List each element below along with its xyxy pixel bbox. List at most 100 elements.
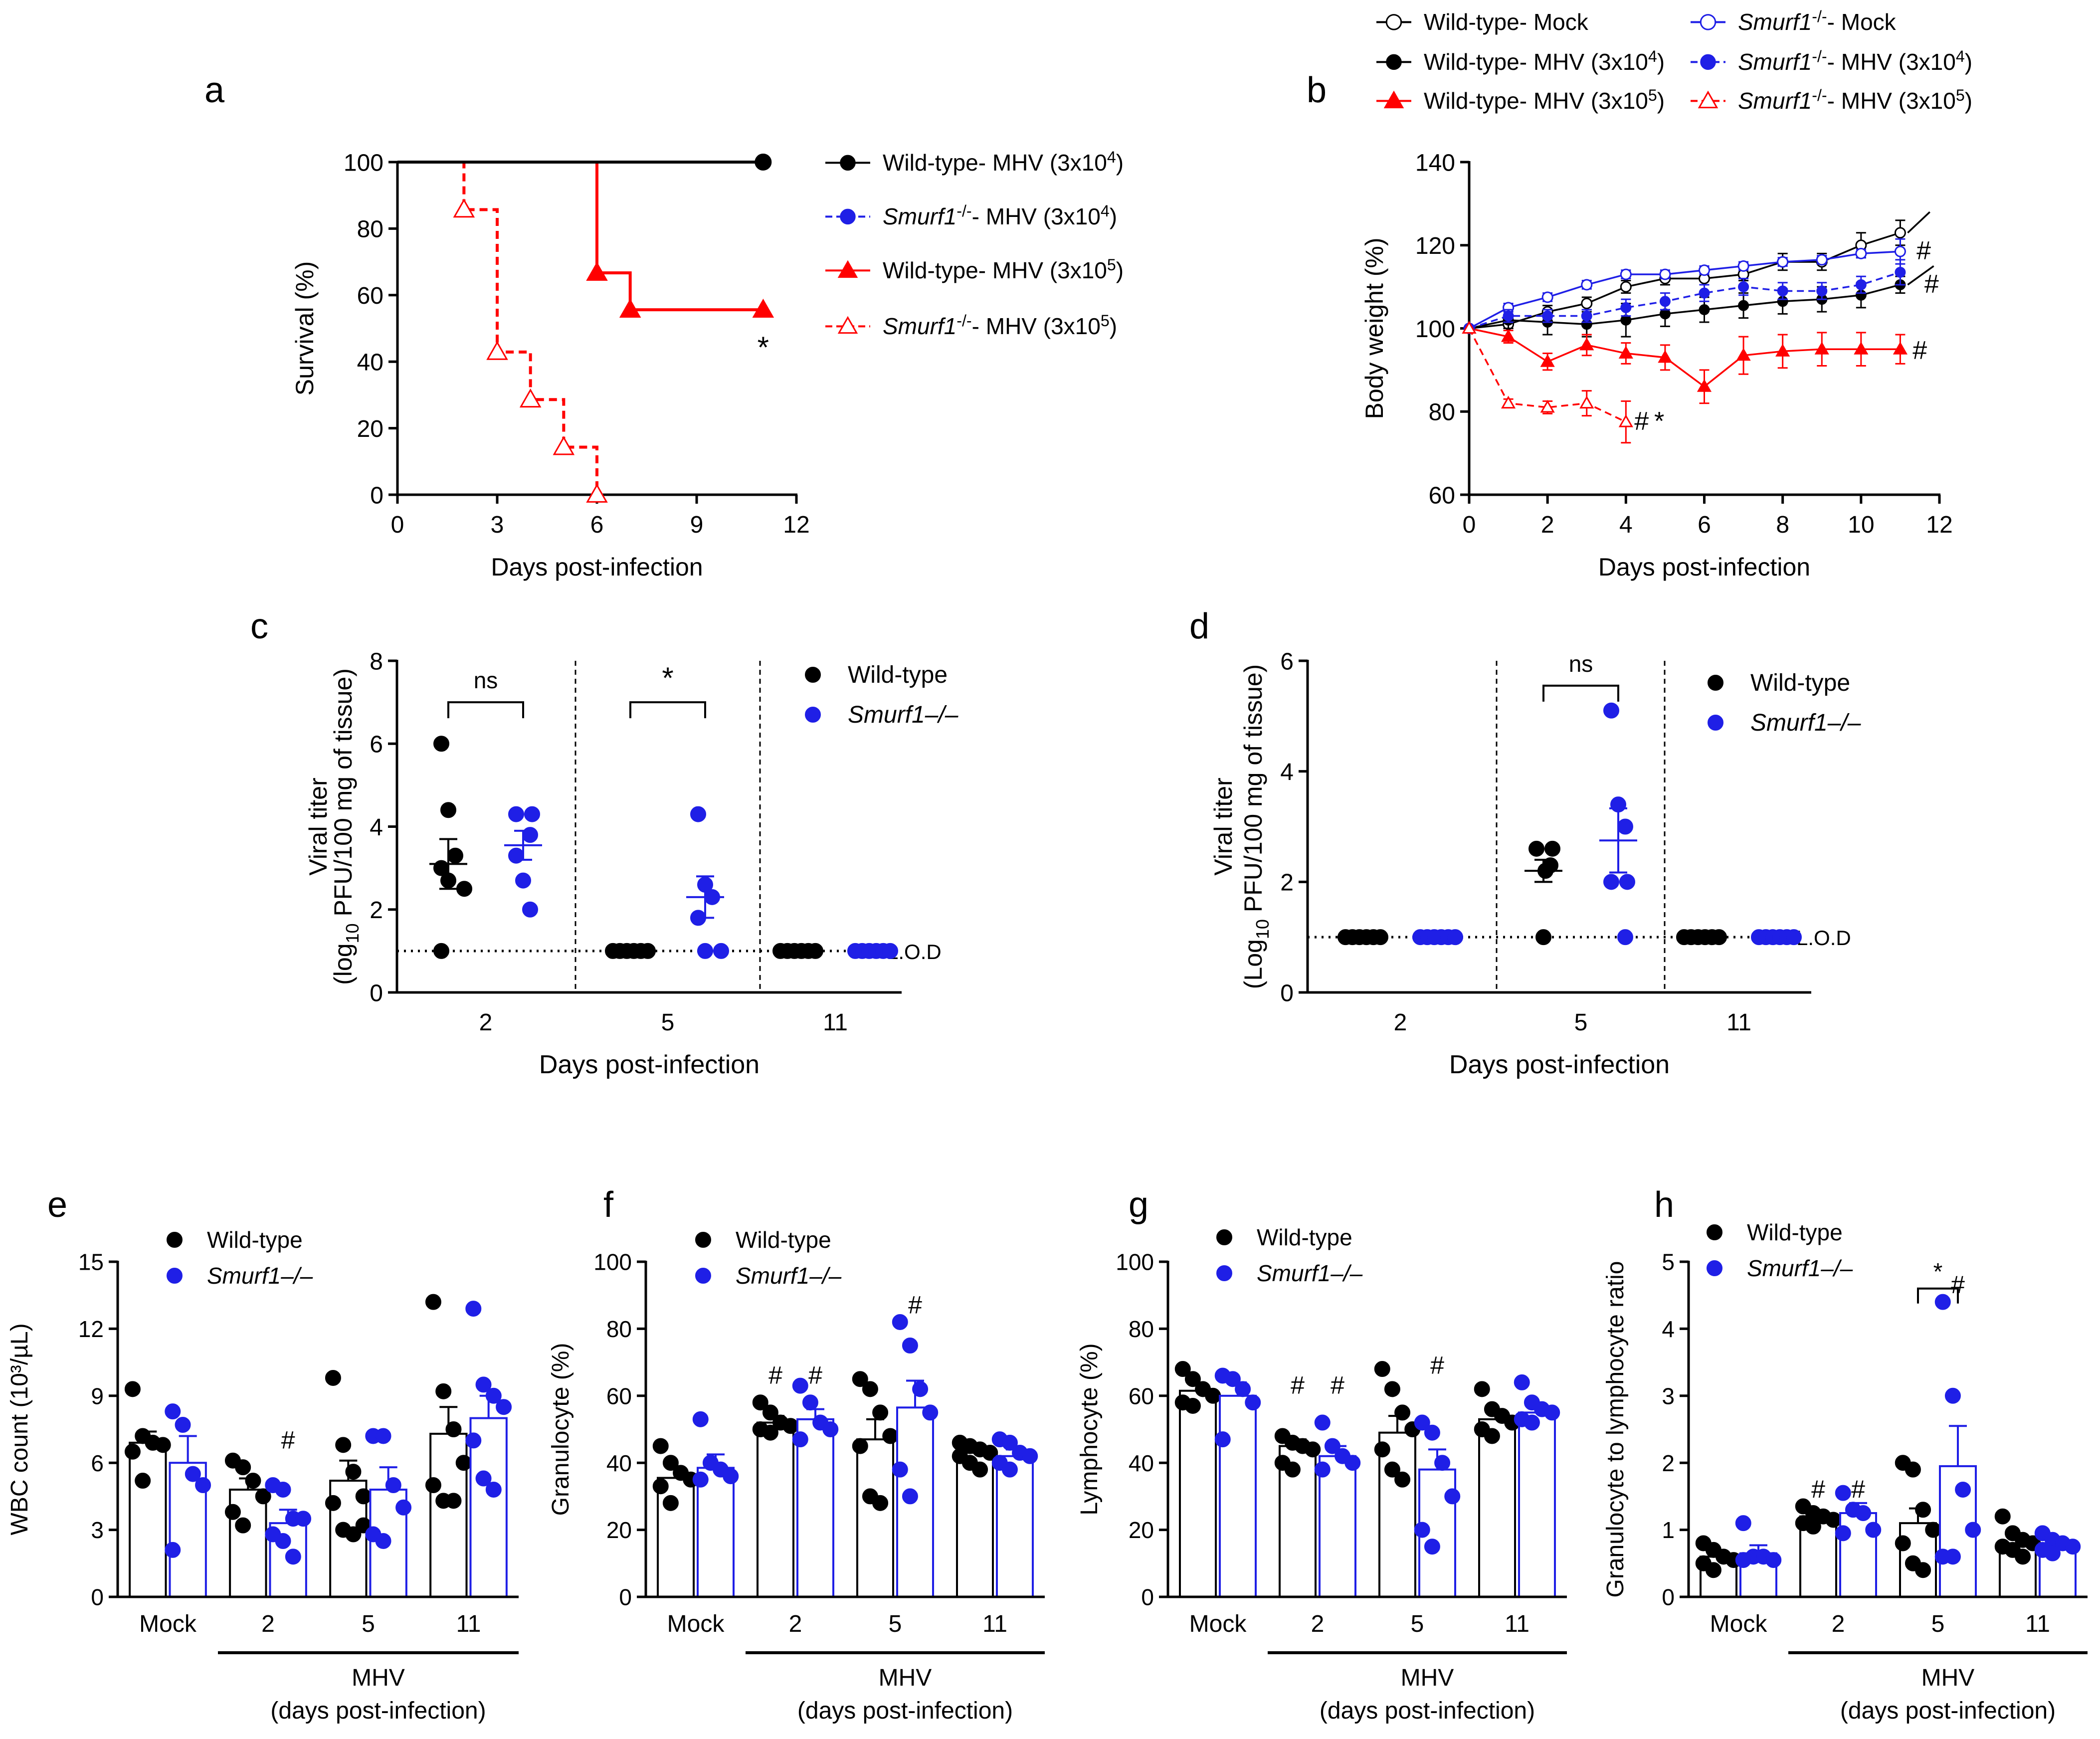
comparison-bracket [1542, 684, 1619, 702]
data-point [692, 1471, 709, 1488]
data-point [1925, 1522, 1941, 1538]
y-tick-label: 60 [357, 283, 383, 309]
data-point [852, 1371, 868, 1387]
data-point [1965, 1522, 1981, 1538]
data-point [165, 1542, 181, 1558]
data-point [1384, 1381, 1400, 1397]
data-point [508, 806, 524, 822]
weight-point [1814, 342, 1829, 355]
legend-label: Smurf1–/– [1750, 710, 1861, 736]
data-point [762, 1424, 778, 1441]
legend-sup: –/– [1827, 710, 1861, 736]
x-tick-label: 0 [391, 512, 404, 538]
legend-marker [1700, 14, 1717, 30]
legend-sup: -/- [1812, 47, 1827, 65]
legend-exp: 4 [1956, 47, 1965, 65]
data-point [1447, 929, 1463, 946]
legend-prefix: Smurf1 [1747, 1255, 1821, 1281]
x-tick-label: 11 [2025, 1611, 2050, 1637]
data-point [652, 1478, 669, 1495]
legend-label: Wild-type [1750, 670, 1850, 696]
y-axis-label: WBC count (10³/µL) [6, 1323, 33, 1535]
legend-exp: 4 [1107, 148, 1116, 166]
x-tick-label: 3 [491, 512, 504, 538]
data-point [723, 1468, 739, 1485]
data-point [1235, 1381, 1251, 1397]
data-point [185, 1466, 201, 1482]
panel-label: e [47, 1185, 67, 1225]
x-tick-label: 8 [1776, 512, 1789, 538]
data-point [882, 1428, 899, 1444]
lod-label: L.O.D [1796, 926, 1851, 950]
survival-point [519, 388, 542, 408]
legend-close: ) [1116, 257, 1124, 283]
legend-label: Wild-type [848, 662, 948, 688]
comparison-bracket [1917, 1287, 1959, 1304]
legend-text: - Mock [1827, 9, 1897, 35]
data-point [435, 1383, 452, 1399]
data-point [892, 1461, 908, 1478]
survival-point [752, 298, 774, 318]
legend-label: Smurf1-/-- MHV (3x105) [883, 312, 1117, 339]
y-tick-label: 60 [1129, 1383, 1154, 1409]
y-tick-label: 80 [1429, 399, 1455, 426]
legend-sup: –/– [280, 1263, 313, 1289]
y-tick-label: 0 [1141, 1584, 1154, 1610]
y-tick-label: 0 [619, 1584, 632, 1610]
data-point [275, 1481, 291, 1498]
legend-prefix: Smurf1 [883, 203, 956, 229]
data-point [1444, 1488, 1461, 1505]
data-point [2065, 1539, 2081, 1555]
data-point [792, 1377, 808, 1394]
data-point [235, 1459, 251, 1476]
x-tick-label: 12 [783, 512, 809, 538]
legend-entry: Wild-type- MHV (3x104) [825, 148, 1124, 176]
extension-line [1907, 211, 1930, 234]
bar [1378, 1431, 1416, 1598]
data-point [1805, 1518, 1821, 1535]
legend-marker [1700, 54, 1716, 70]
data-point [425, 1294, 441, 1310]
data-point [1915, 1562, 1931, 1578]
data-point [1372, 929, 1388, 946]
data-point [1735, 1552, 1751, 1568]
data-point [902, 1488, 918, 1505]
legend-label: Wild-type [736, 1227, 831, 1253]
legend-sup: –/– [1820, 1255, 1853, 1281]
bar [129, 1441, 167, 1598]
weight-point [1581, 297, 1593, 309]
legend-sup: –/– [809, 1263, 841, 1289]
data-point [1944, 1387, 1961, 1404]
y-axis-label: Body weight (%) [1360, 237, 1388, 419]
data-point [872, 1495, 889, 1511]
legend-entry: Smurf1-/-- MHV (3x105) [825, 312, 1117, 339]
panel-label: b [1307, 70, 1327, 110]
y-tick-label: 60 [1429, 482, 1455, 509]
x-tick-label: 11 [1726, 1009, 1751, 1036]
weight-line [1469, 327, 1901, 388]
legend-close: ) [1965, 88, 1972, 114]
extension-line [1907, 265, 1934, 286]
weight-point [1777, 285, 1788, 297]
data-point [1284, 1461, 1301, 1478]
weight-point [1737, 260, 1749, 272]
data-point [335, 1437, 352, 1453]
data-point [902, 1338, 918, 1353]
x-tick-label: 5 [1931, 1611, 1945, 1637]
weight-line [1469, 284, 1901, 330]
data-point [862, 1381, 878, 1397]
legend-text: - Mock [1520, 9, 1589, 35]
data-point [255, 1488, 271, 1505]
data-point [1934, 1294, 1951, 1310]
significance-mark: # [281, 1426, 295, 1454]
data-point [1855, 1505, 1872, 1521]
data-point [1474, 1381, 1490, 1397]
comparison-label: ns [1569, 651, 1593, 677]
y-axis-label: Survival (%) [291, 261, 319, 395]
y-units-sub: 10 [342, 923, 363, 943]
data-point [1535, 929, 1551, 946]
legend-prefix: Smurf1 [1257, 1260, 1331, 1286]
legend-marker [1707, 1224, 1722, 1240]
data-point [325, 1495, 341, 1511]
data-point [475, 1470, 492, 1487]
